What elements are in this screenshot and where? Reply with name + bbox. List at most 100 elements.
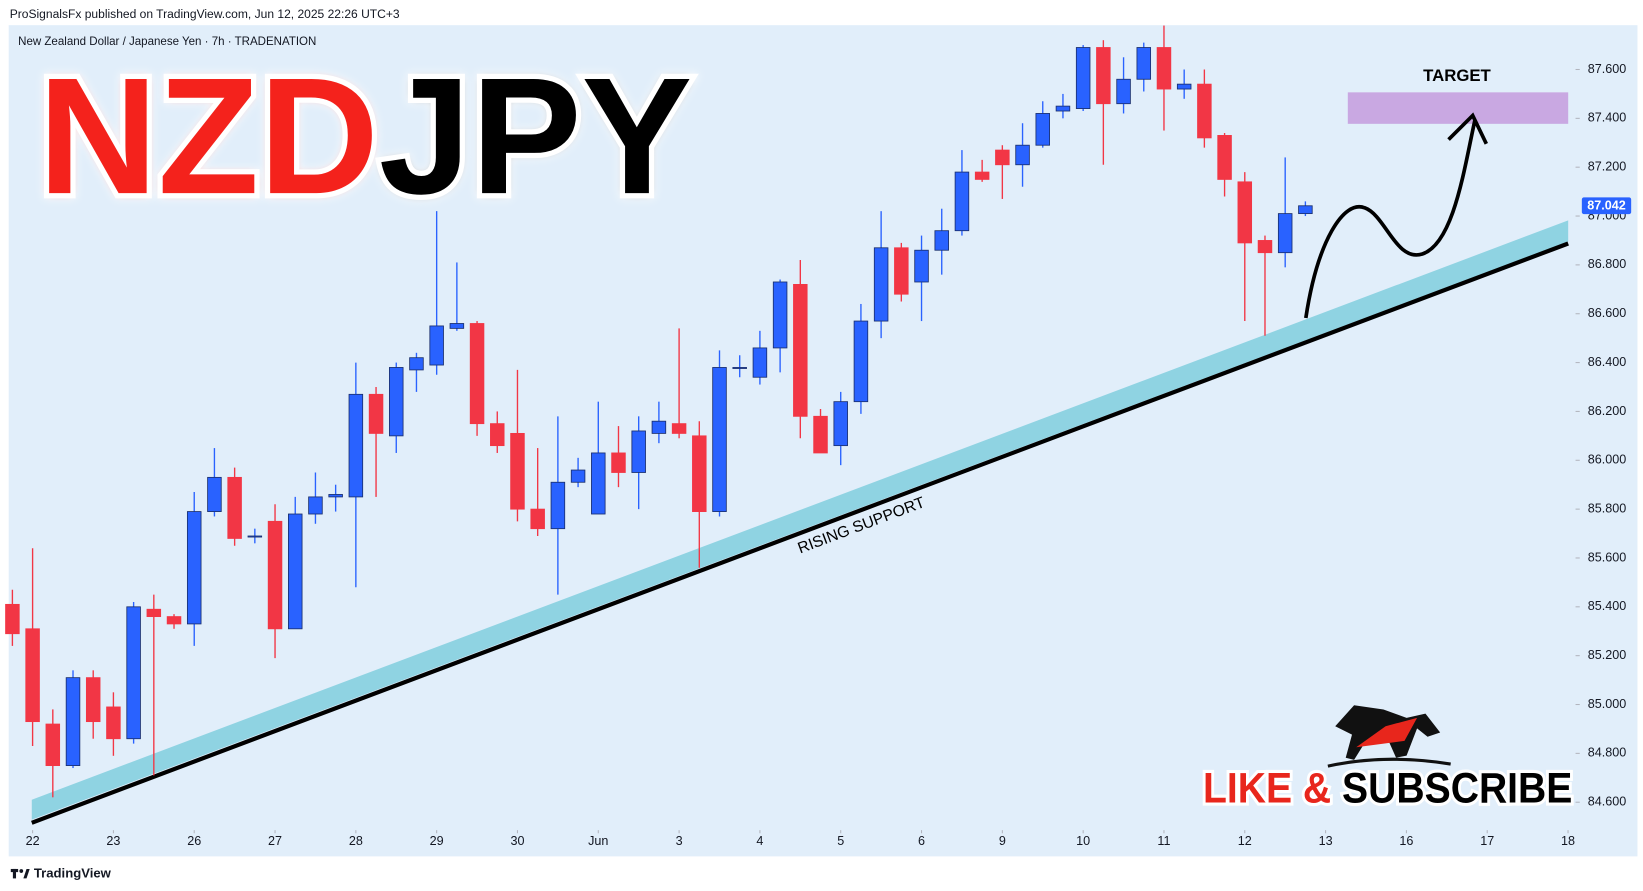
candle-body [1237, 181, 1253, 244]
candle [772, 279, 788, 373]
candle-body [954, 171, 970, 232]
candle [732, 355, 747, 378]
candle-body [166, 616, 182, 625]
x-tick-label: 22 [26, 834, 40, 848]
cta: LIKE & SUBSCRIBE [1203, 765, 1572, 813]
arrow-head [1447, 112, 1488, 145]
y-tick-label: 85.200 [1588, 648, 1626, 662]
y-tick-label: 87.400 [1588, 111, 1626, 125]
candle [550, 416, 566, 595]
support-line [31, 241, 1569, 825]
candle-body [207, 476, 222, 512]
candle [1156, 25, 1172, 131]
candle-body [772, 281, 788, 349]
candle-body [389, 367, 404, 437]
candle-body [995, 149, 1010, 166]
candle [934, 208, 949, 275]
y-tick-label: 86.000 [1588, 453, 1626, 467]
cta-part: LIKE & [1203, 765, 1331, 813]
candle-body [368, 393, 384, 434]
x-tick-label: 30 [510, 834, 524, 848]
candle-body [186, 511, 202, 625]
publisher: ProSignalsFx published on TradingView.co… [10, 7, 400, 21]
y-tick-label: 85.600 [1588, 550, 1626, 564]
candle-body [894, 247, 909, 295]
candle [207, 448, 222, 517]
candle-body [692, 435, 707, 512]
candle-body [1197, 83, 1212, 139]
candle [490, 411, 505, 453]
candle-body [833, 401, 848, 447]
big-title: NZDJPY [38, 44, 692, 229]
candle [1035, 101, 1050, 148]
x-tick-label: 27 [268, 834, 282, 848]
candle-body [490, 423, 505, 447]
candle [1277, 157, 1293, 268]
symbol: New Zealand Dollar / Japanese Yen · 7h ·… [18, 36, 316, 48]
candle [1176, 69, 1192, 99]
candle-body [25, 628, 40, 723]
candle [974, 159, 990, 182]
candle-body [914, 249, 929, 283]
candle [1257, 235, 1273, 336]
candle-body [449, 323, 465, 329]
x-tick-label: 11 [1157, 834, 1170, 848]
candle-body [146, 608, 162, 618]
candle [1136, 42, 1152, 92]
candle-body [348, 393, 364, 498]
candle-body [429, 325, 444, 366]
candle-body [288, 513, 303, 630]
candle [348, 362, 364, 588]
y-tick-label: 87.200 [1588, 160, 1626, 174]
candle-body [1015, 144, 1030, 166]
x-tick-label: 6 [918, 834, 925, 848]
candle [530, 448, 545, 536]
y-tick-label: 86.600 [1588, 306, 1626, 320]
candle [1096, 40, 1111, 165]
y-tick-label: 85.800 [1588, 501, 1626, 515]
candle [631, 416, 646, 510]
candle [1015, 123, 1030, 187]
x-tick-label: 3 [676, 834, 683, 848]
footer-brand: TradingView [34, 866, 112, 881]
candle [368, 387, 384, 497]
y-tick-label: 86.200 [1588, 404, 1626, 418]
candle-body [1217, 135, 1232, 180]
y-tick-label: 86.400 [1588, 355, 1626, 369]
candle [873, 211, 889, 339]
candle-body [591, 452, 606, 515]
candle-body [732, 367, 747, 369]
y-tick-label: 87.600 [1588, 62, 1626, 76]
candle [591, 401, 606, 515]
candle [833, 391, 848, 466]
y-tick-label: 85.000 [1588, 697, 1626, 711]
candle [793, 260, 808, 439]
candle-body [631, 430, 646, 473]
candle-body [65, 677, 81, 766]
candle-body [853, 320, 869, 403]
x-tick-label: 9 [999, 834, 1006, 848]
candle-body [793, 284, 808, 417]
candle-body [1055, 105, 1071, 112]
candle [1197, 69, 1212, 148]
target-label: TARGET [1423, 66, 1491, 85]
x-tick-label: 29 [430, 834, 444, 848]
candle [227, 467, 242, 546]
candle [510, 369, 525, 522]
x-tick-label: 12 [1238, 834, 1252, 848]
candle [429, 211, 444, 375]
candle-body [1257, 240, 1273, 254]
projection-arrow [1304, 120, 1477, 319]
candle-body [510, 432, 525, 510]
candle [712, 350, 727, 517]
candle [267, 504, 283, 659]
x-tick-label: 28 [349, 834, 363, 848]
candle [308, 472, 323, 524]
candle-body [1277, 213, 1293, 254]
candle [106, 692, 121, 756]
candle-body [712, 367, 727, 512]
candle-body [1136, 47, 1152, 80]
candle [247, 528, 263, 544]
x-tick-label: Jun [588, 834, 608, 848]
